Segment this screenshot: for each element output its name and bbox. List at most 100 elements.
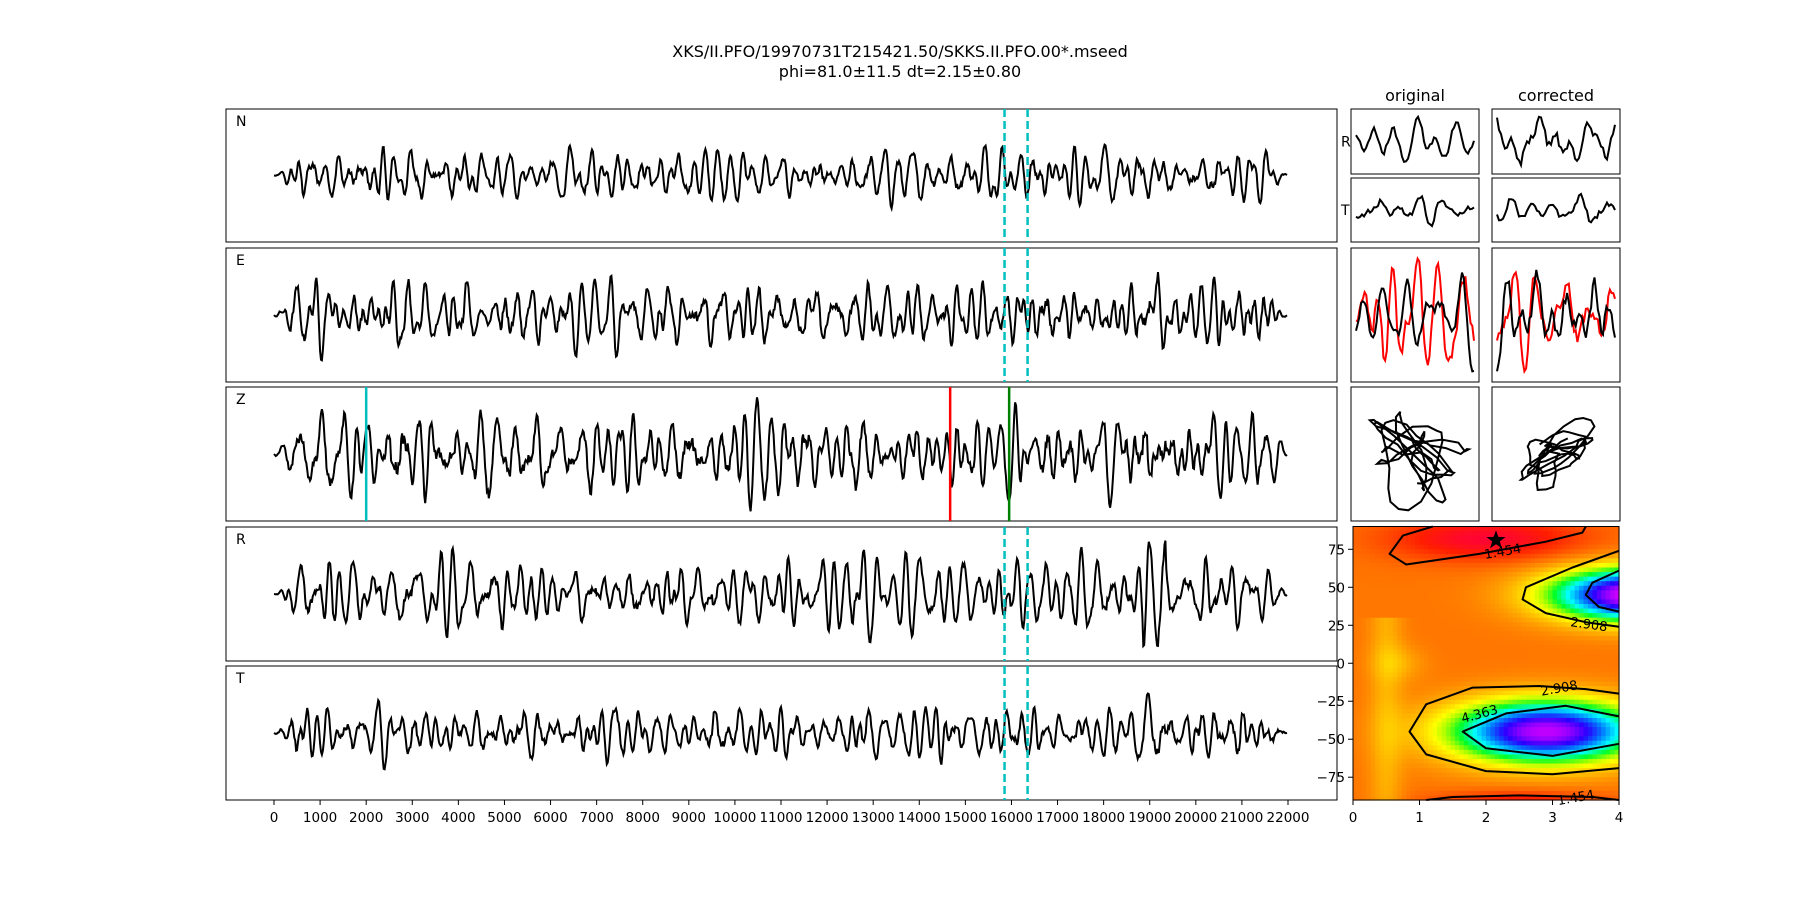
error-surface-cell [1437, 635, 1443, 642]
error-surface-cell [1610, 758, 1616, 765]
error-surface-cell [1486, 585, 1492, 591]
error-surface-cell [1388, 558, 1394, 564]
error-surface-cell [1454, 649, 1460, 655]
error-surface-cell [1517, 640, 1523, 646]
error-surface-cell [1592, 681, 1598, 687]
error-surface-cell [1397, 635, 1403, 642]
error-surface-cell [1415, 572, 1421, 578]
error-surface-cell [1415, 558, 1421, 564]
error-surface-cell [1499, 658, 1505, 664]
error-surface-cell [1468, 549, 1474, 555]
error-surface-cell [1548, 690, 1554, 696]
error-surface-cell [1592, 772, 1598, 778]
error-surface-cell [1534, 603, 1540, 610]
error-surface-cell [1481, 599, 1487, 605]
error-surface-cell [1534, 758, 1540, 765]
error-surface-cell [1583, 667, 1589, 673]
error-surface-cell [1508, 576, 1514, 582]
error-surface-cell [1446, 763, 1452, 769]
error-surface-cell [1375, 631, 1381, 637]
error-surface-cell [1565, 722, 1571, 728]
error-surface-cell [1570, 695, 1576, 701]
error-surface-cell [1539, 617, 1545, 623]
error-surface-cell [1486, 795, 1492, 801]
error-surface-cell [1379, 713, 1385, 719]
error-surface-cell [1530, 772, 1536, 778]
error-surface-cell [1454, 626, 1460, 632]
error-surface-cell [1423, 572, 1429, 578]
error-surface-cell [1508, 708, 1514, 714]
error-surface-cell [1499, 695, 1505, 701]
channel-label-t: T [235, 671, 245, 687]
error-surface-cell [1521, 526, 1527, 532]
error-surface-cell [1556, 567, 1562, 573]
error-surface-cell [1614, 594, 1620, 601]
error-surface-cell [1548, 763, 1554, 769]
error-surface-cell [1459, 745, 1465, 751]
error-surface-cell [1539, 585, 1545, 591]
error-surface-cell [1450, 686, 1456, 692]
error-surface-cell [1556, 722, 1562, 728]
error-surface-cell [1499, 544, 1505, 550]
error-surface-cell [1477, 617, 1483, 623]
error-surface-cell [1419, 626, 1425, 632]
error-surface-cell [1450, 549, 1456, 555]
error-surface-cell [1423, 690, 1429, 696]
error-surface-cell [1521, 608, 1527, 614]
error-surface-cell [1388, 731, 1394, 737]
error-surface-cell [1525, 704, 1531, 710]
error-surface-cell [1423, 631, 1429, 637]
error-surface-cell [1468, 690, 1474, 696]
error-surface-cell [1552, 722, 1558, 728]
error-surface-cell [1494, 590, 1500, 596]
error-surface-cell [1512, 617, 1518, 623]
error-surface-cell [1561, 599, 1567, 605]
error-surface-cell [1388, 599, 1394, 605]
error-surface-cell [1392, 572, 1398, 578]
error-surface-cell [1357, 736, 1363, 742]
error-surface-cell [1503, 553, 1509, 560]
error-surface-cell [1410, 790, 1416, 797]
error-surface-cell [1552, 681, 1558, 687]
error-surface-cell [1472, 535, 1478, 541]
error-surface-cell [1587, 649, 1593, 655]
error-surface-cell [1472, 763, 1478, 769]
error-surface-cell [1392, 626, 1398, 632]
error-surface-cell [1587, 540, 1593, 546]
error-surface-cell [1432, 635, 1438, 642]
error-surface-cell [1592, 699, 1598, 705]
error-surface-cell [1477, 531, 1483, 537]
error-surface-cell [1570, 713, 1576, 719]
error-surface-cell [1534, 722, 1540, 728]
error-surface-cell [1384, 663, 1390, 669]
error-surface-cell [1428, 590, 1434, 596]
error-surface-cell [1521, 603, 1527, 610]
error-surface-cell [1512, 572, 1518, 578]
error-surface-cell [1552, 654, 1558, 660]
error-surface-cell [1548, 777, 1554, 783]
error-surface-cell [1468, 572, 1474, 578]
error-surface-cell [1406, 763, 1412, 769]
error-surface-cell [1415, 567, 1421, 573]
error-surface-cell [1419, 749, 1425, 756]
error-surface-cell [1423, 599, 1429, 605]
error-surface-cell [1406, 695, 1412, 701]
error-surface-cell [1415, 781, 1421, 787]
error-surface-cell [1419, 777, 1425, 783]
error-surface-cell [1525, 690, 1531, 696]
error-surface-cell [1477, 608, 1483, 614]
error-surface-cell [1361, 795, 1367, 801]
error-surface-cell [1432, 590, 1438, 596]
error-surface-cell [1481, 695, 1487, 701]
error-surface-cell [1592, 676, 1598, 683]
error-surface-cell [1446, 590, 1452, 596]
error-surface-cell [1406, 590, 1412, 596]
error-surface-cell [1481, 572, 1487, 578]
error-surface-cell [1353, 663, 1359, 669]
error-surface-cell [1556, 594, 1562, 601]
error-surface-cell [1459, 531, 1465, 537]
error-surface-cell [1614, 531, 1620, 537]
error-surface-cell [1605, 768, 1611, 774]
error-surface-cell [1437, 790, 1443, 797]
error-surface-cell [1512, 613, 1518, 619]
